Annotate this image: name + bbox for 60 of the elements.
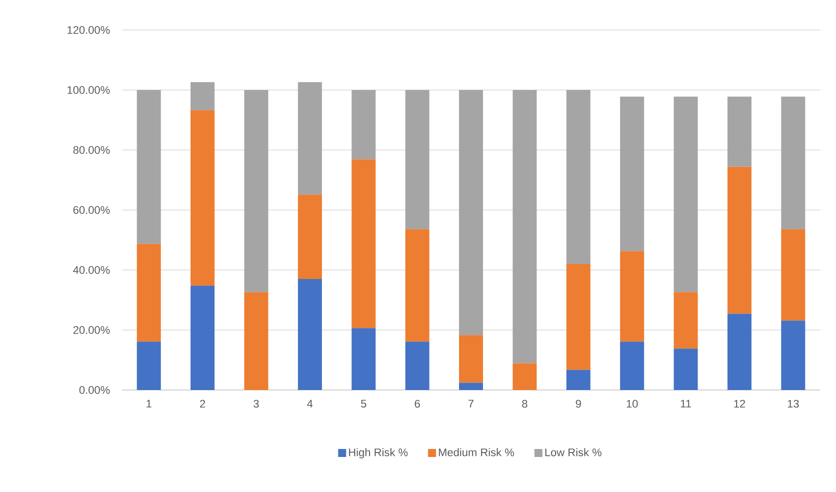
legend-label: Low Risk % [545,448,602,456]
bar [781,229,806,321]
bar [352,328,376,390]
bar [674,292,698,349]
bar [298,82,322,195]
bar [190,286,215,390]
bar [190,82,215,110]
bar [674,96,698,292]
bar [405,229,430,342]
bar [298,278,322,390]
bar [674,348,698,390]
bar [512,90,537,364]
x-tick-label: 7 [468,400,474,408]
bar [405,90,430,230]
bar [459,90,484,336]
bar [244,90,268,292]
x-tick-label: 8 [522,400,528,408]
bar [459,382,484,390]
x-tick-label: 5 [361,400,366,408]
bar [352,90,376,160]
x-tick-label: 11 [680,400,691,408]
bar [781,320,806,390]
legend-label: High Risk % [349,448,408,458]
bar [566,264,590,370]
bar [136,342,161,390]
x-tick-label: 1 [146,400,152,408]
x-tick-label: 2 [200,400,206,408]
bar [620,342,644,390]
bar [459,335,484,383]
bar [298,194,322,279]
x-tick-label: 12 [734,400,746,408]
y-tick-label: 0.00% [79,386,110,394]
x-tick-label: 4 [307,400,313,408]
bar [727,166,752,314]
y-tick-label: 40.00% [73,266,110,274]
bar [244,292,268,390]
bar [727,314,752,390]
bar [566,90,590,264]
y-tick-label: 80.00% [73,146,110,154]
bar [352,159,376,328]
x-tick-label: 6 [414,400,420,408]
bar [727,96,752,167]
bar [190,110,215,286]
y-tick-label: 120.00% [68,26,110,34]
x-tick-label: 13 [788,400,799,408]
bar [620,251,644,342]
bar [620,96,644,252]
bar [405,342,430,390]
x-tick-label: 9 [576,400,581,408]
bar [566,370,590,390]
bar [512,363,537,390]
bar [781,96,806,230]
x-tick-label: 3 [254,400,259,408]
y-tick-label: 60.00% [73,206,110,214]
bar [136,244,161,342]
x-tick-label: 10 [626,400,638,408]
y-tick-label: 100.00% [68,86,110,94]
bar [136,90,161,244]
y-tick-label: 20.00% [73,326,110,334]
legend-label: Medium Risk % [438,448,514,456]
